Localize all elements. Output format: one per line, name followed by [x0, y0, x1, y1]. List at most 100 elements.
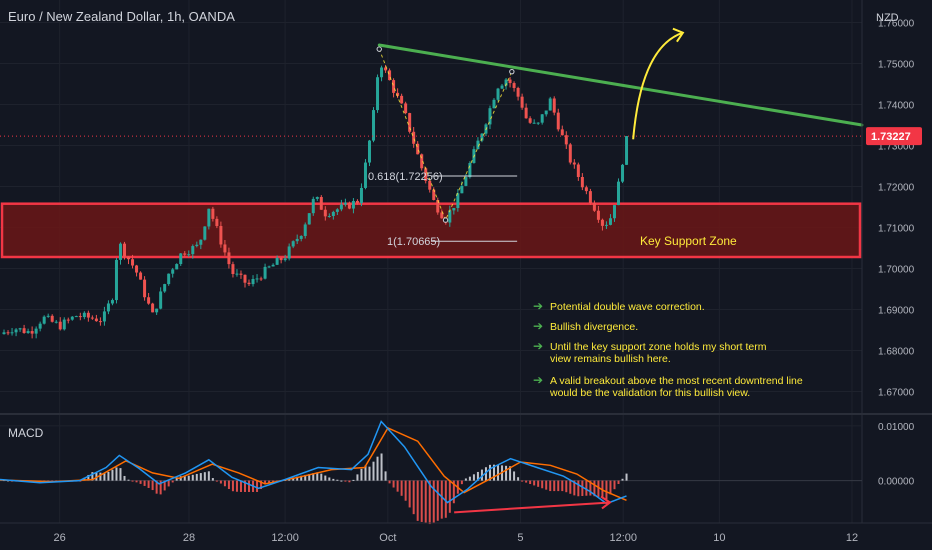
- candle-body[interactable]: [223, 244, 227, 253]
- candle-body[interactable]: [492, 99, 496, 109]
- candle-body[interactable]: [480, 133, 484, 141]
- candle-body[interactable]: [139, 272, 143, 280]
- candle-body[interactable]: [367, 140, 371, 163]
- candle-body[interactable]: [98, 321, 102, 323]
- candle-body[interactable]: [311, 198, 315, 214]
- candlestick-series[interactable]: [0, 64, 862, 339]
- candle-body[interactable]: [195, 244, 199, 247]
- candle-body[interactable]: [231, 264, 235, 275]
- candle-body[interactable]: [572, 162, 576, 165]
- candle-body[interactable]: [110, 300, 114, 304]
- candle-body[interactable]: [552, 98, 556, 113]
- candle-body[interactable]: [219, 226, 223, 245]
- candle-body[interactable]: [512, 83, 516, 88]
- candle-body[interactable]: [327, 215, 331, 217]
- candle-body[interactable]: [456, 193, 460, 209]
- candle-body[interactable]: [66, 319, 70, 321]
- candle-body[interactable]: [588, 191, 592, 204]
- fib-anchor-point[interactable]: [509, 68, 515, 75]
- candle-body[interactable]: [82, 312, 86, 318]
- candle-body[interactable]: [428, 180, 432, 190]
- candle-body[interactable]: [347, 202, 351, 209]
- candle-body[interactable]: [283, 258, 287, 261]
- candle-body[interactable]: [600, 219, 604, 226]
- candle-body[interactable]: [621, 164, 625, 182]
- candle-body[interactable]: [608, 218, 612, 225]
- candle-body[interactable]: [388, 70, 392, 81]
- candle-body[interactable]: [70, 316, 74, 320]
- fib-anchor-point[interactable]: [376, 46, 382, 52]
- candle-body[interactable]: [147, 297, 151, 304]
- candle-body[interactable]: [10, 332, 14, 334]
- candle-body[interactable]: [203, 226, 207, 240]
- candle-body[interactable]: [118, 243, 122, 260]
- macd-pane[interactable]: MACD 0.01000 0.00000: [0, 420, 915, 525]
- candle-body[interactable]: [127, 256, 131, 260]
- candle-body[interactable]: [259, 278, 263, 280]
- fib-swing-path[interactable]: [378, 48, 513, 222]
- candle-body[interactable]: [476, 140, 480, 150]
- candle-body[interactable]: [171, 269, 175, 274]
- candle-body[interactable]: [359, 187, 363, 204]
- candle-body[interactable]: [496, 88, 500, 100]
- candle-body[interactable]: [416, 143, 420, 155]
- candle-body[interactable]: [155, 308, 159, 313]
- candle-body[interactable]: [243, 274, 247, 283]
- candle-body[interactable]: [14, 329, 18, 333]
- candle-body[interactable]: [363, 162, 367, 188]
- candle-body[interactable]: [576, 164, 580, 178]
- arrow-curve[interactable]: [632, 31, 684, 140]
- candle-body[interactable]: [516, 87, 520, 97]
- candle-body[interactable]: [78, 316, 82, 318]
- candle-body[interactable]: [215, 218, 219, 227]
- candle-body[interactable]: [179, 253, 183, 265]
- candle-body[interactable]: [343, 202, 347, 205]
- candle-body[interactable]: [102, 311, 106, 322]
- candle-body[interactable]: [404, 103, 408, 114]
- candle-body[interactable]: [540, 114, 544, 123]
- candle-body[interactable]: [175, 264, 179, 270]
- candle-body[interactable]: [448, 210, 452, 223]
- candle-body[interactable]: [183, 253, 187, 255]
- candle-body[interactable]: [396, 92, 400, 96]
- candle-body[interactable]: [22, 328, 26, 334]
- candle-body[interactable]: [380, 67, 384, 78]
- candle-body[interactable]: [424, 168, 428, 181]
- macd-divergence-arrow[interactable]: [454, 495, 612, 514]
- candle-body[interactable]: [584, 187, 588, 192]
- candle-body[interactable]: [580, 177, 584, 188]
- candle-body[interactable]: [287, 246, 291, 259]
- fibonacci-drawing[interactable]: [376, 46, 518, 242]
- candle-body[interactable]: [544, 110, 548, 115]
- candle-body[interactable]: [564, 135, 568, 145]
- price-pane[interactable]: 0.618(1.72256) 1(1.70665) Key Support Zo…: [0, 0, 864, 523]
- candle-body[interactable]: [412, 131, 416, 144]
- candle-body[interactable]: [460, 185, 464, 194]
- candle-body[interactable]: [307, 213, 311, 225]
- candle-body[interactable]: [151, 303, 155, 313]
- fib-anchor-point[interactable]: [442, 217, 449, 223]
- candle-body[interactable]: [464, 177, 468, 186]
- candle-body[interactable]: [420, 154, 424, 169]
- candle-body[interactable]: [2, 332, 6, 335]
- candle-body[interactable]: [468, 163, 472, 178]
- candle-body[interactable]: [452, 208, 456, 211]
- candle-body[interactable]: [596, 210, 600, 220]
- candle-body[interactable]: [376, 77, 380, 111]
- candle-body[interactable]: [323, 209, 327, 217]
- candle-body[interactable]: [239, 273, 243, 275]
- candle-body[interactable]: [247, 282, 251, 285]
- candle-body[interactable]: [556, 112, 560, 130]
- candle-body[interactable]: [339, 204, 343, 210]
- candle-body[interactable]: [536, 122, 540, 124]
- candle-body[interactable]: [34, 328, 38, 334]
- candle-body[interactable]: [50, 315, 54, 322]
- candle-body[interactable]: [199, 239, 203, 245]
- time-axis[interactable]: 26 28 12:00 Oct 5 12:00 10 12: [0, 522, 932, 544]
- candle-body[interactable]: [86, 312, 90, 318]
- candle-body[interactable]: [319, 197, 323, 210]
- candle-body[interactable]: [303, 224, 307, 236]
- candle-body[interactable]: [532, 122, 536, 124]
- candle-body[interactable]: [488, 108, 492, 125]
